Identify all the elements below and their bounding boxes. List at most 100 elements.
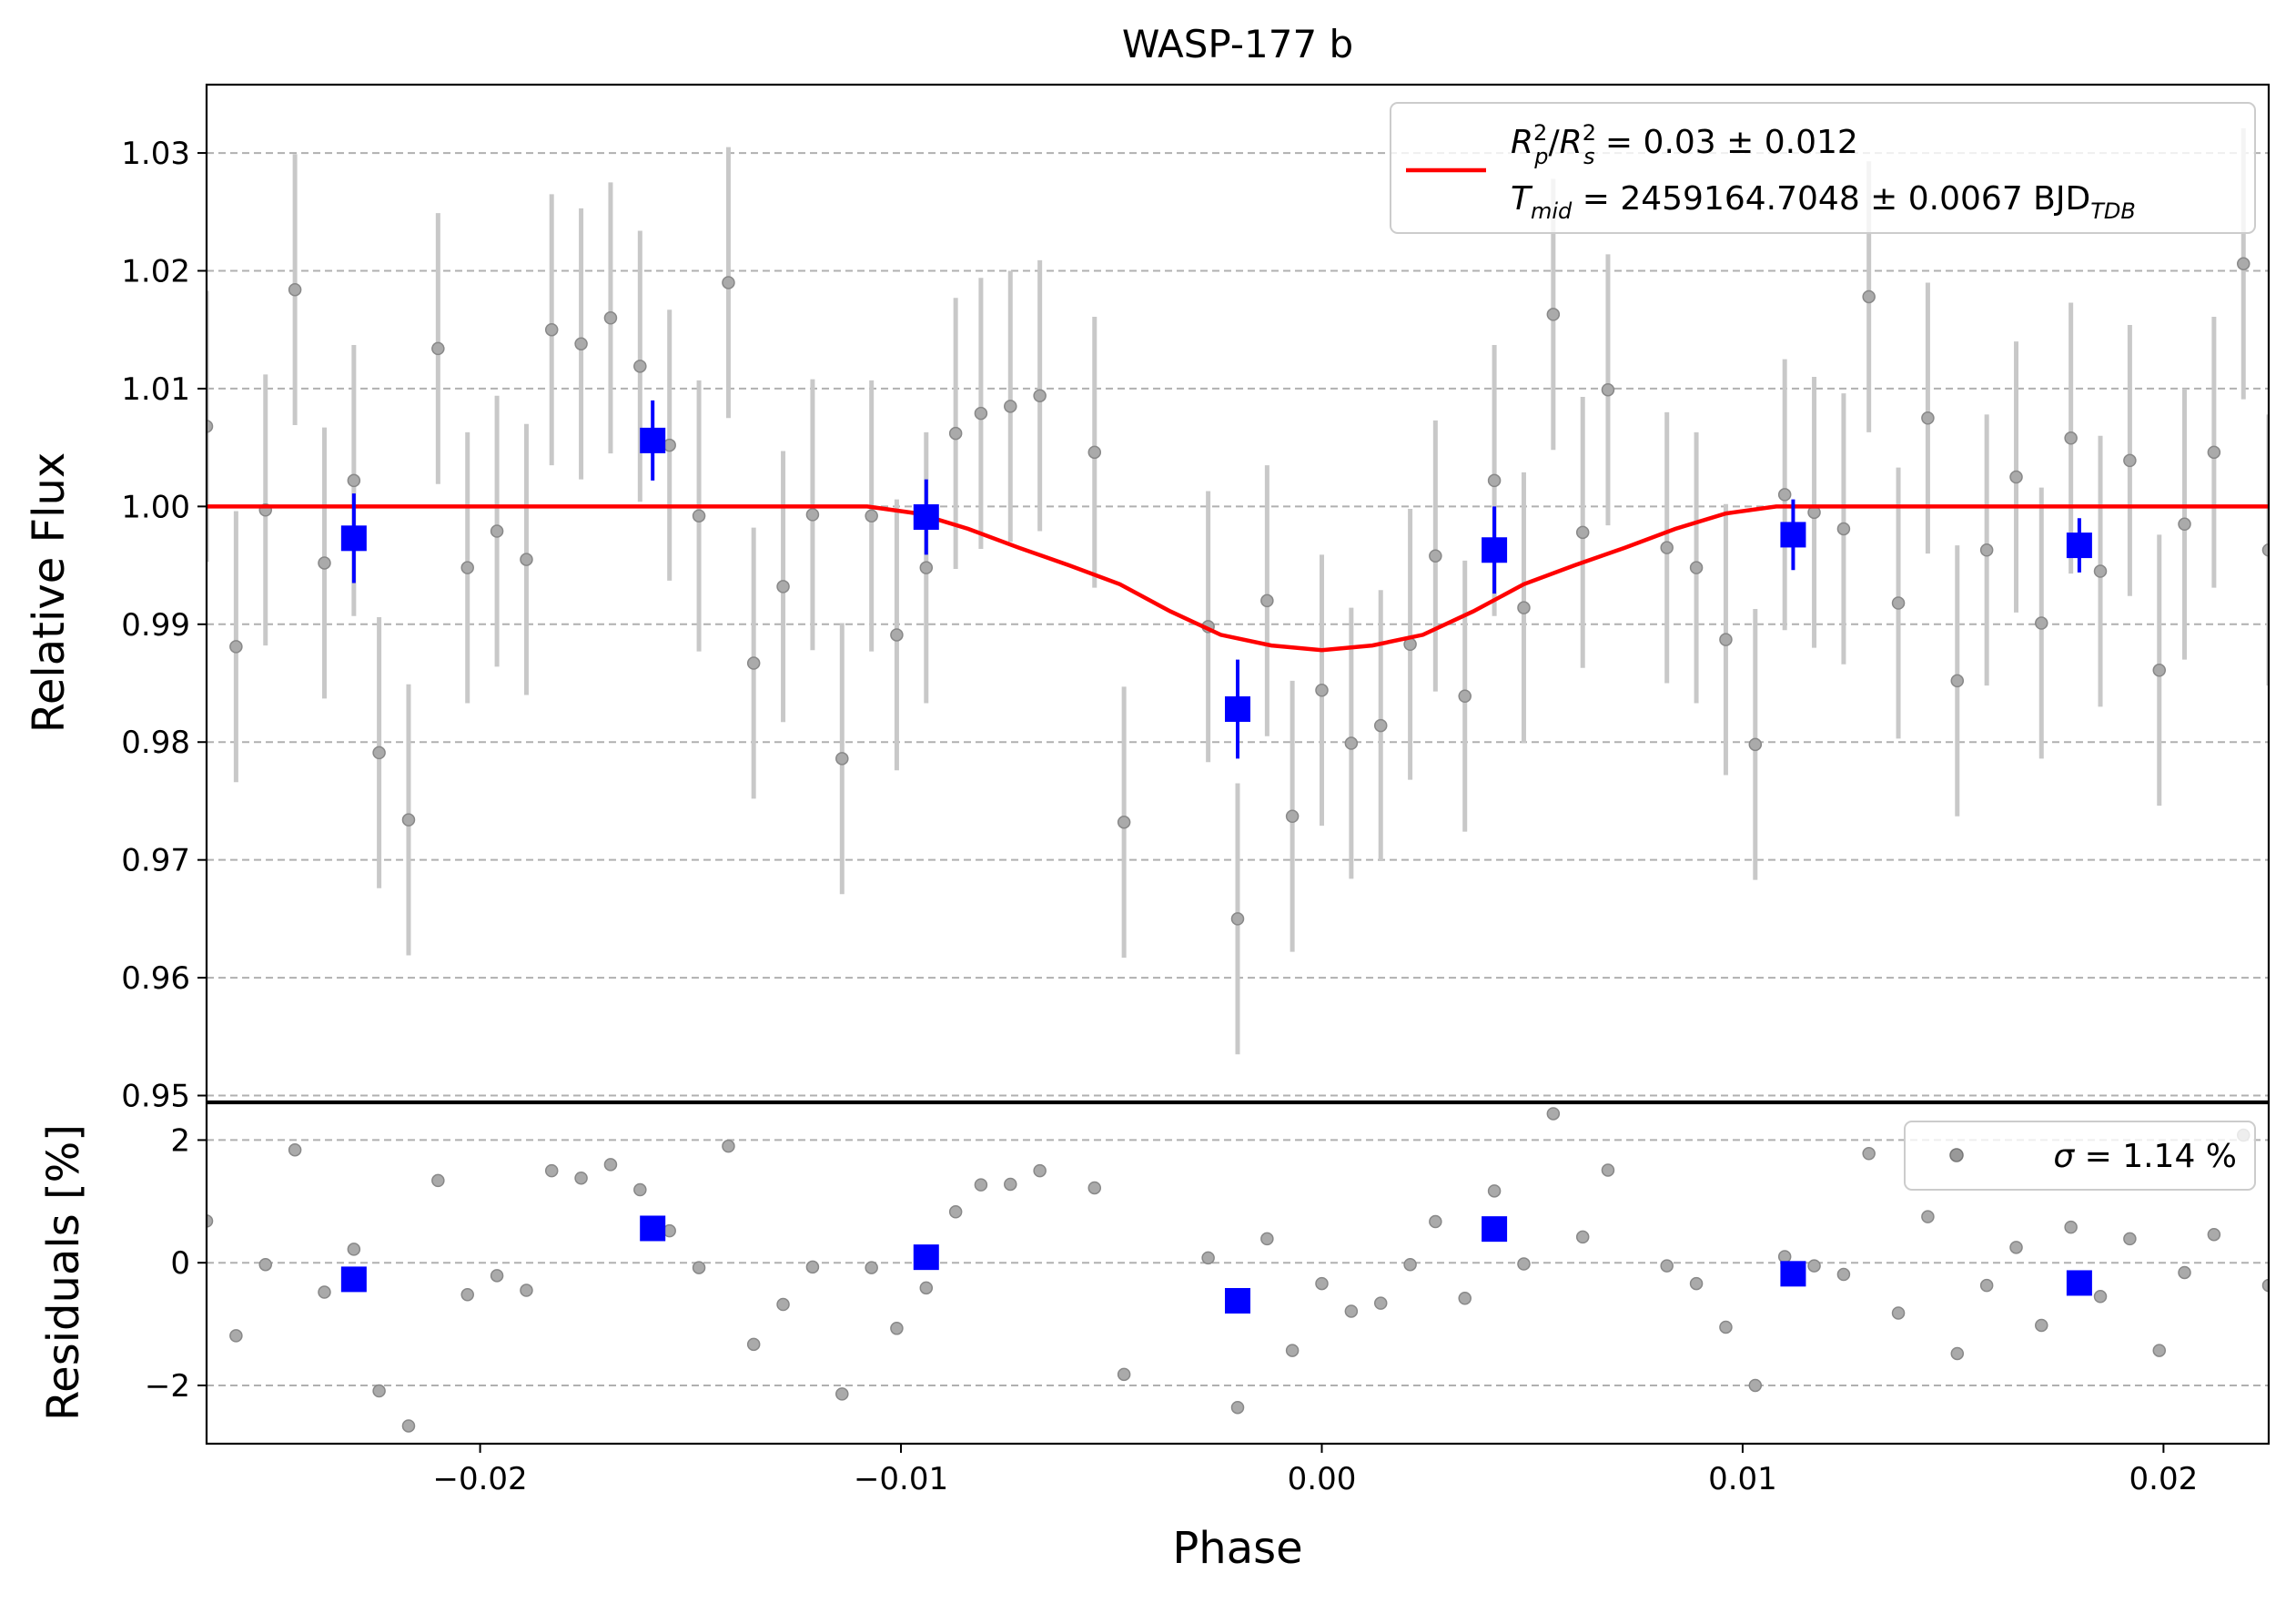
- flux-y-ticks: 0.95 0.96 0.97 0.98 0.99 1.00 1.01 1.02 1.03: [121, 136, 207, 1115]
- residuals-y-tick-label: 2: [170, 1122, 190, 1159]
- flux-data-point: [2207, 445, 2221, 460]
- residual-point: [229, 1329, 243, 1343]
- legend-unit-sub: TDB: [2090, 198, 2136, 224]
- flux-data-point: [1660, 541, 1674, 554]
- legend-tmid: Tmid = 2459164.7048 ± 0.0067 BJDTDB: [1511, 180, 2136, 224]
- residual-point: [633, 1182, 647, 1197]
- chart-title: WASP-177 b: [1122, 22, 1353, 66]
- flux-data-point: [2064, 431, 2078, 445]
- residual-point: [1891, 1306, 1906, 1320]
- residual-point: [890, 1322, 904, 1335]
- residuals-y-tick-label: −2: [145, 1368, 190, 1405]
- flux-data-point: [1862, 289, 1876, 304]
- residual-point: [1748, 1378, 1763, 1393]
- flux-data-point: [1315, 684, 1329, 697]
- legend-residual-marker: [1949, 1148, 1964, 1162]
- flux-data-point: [372, 746, 386, 760]
- flux-data-point: [2152, 664, 2167, 677]
- flux-data-point: [1719, 633, 1733, 646]
- residual-point: [746, 1337, 761, 1352]
- flux-data-point: [318, 556, 331, 570]
- residual-point: [1458, 1292, 1472, 1305]
- binned-residual-point: [1780, 1261, 1806, 1287]
- flux-data-point: [288, 282, 302, 297]
- flux-data-point: [229, 640, 243, 654]
- legend-rp-sup: 2: [1533, 120, 1547, 146]
- x-tick-label: −0.01: [854, 1461, 948, 1497]
- flux-data-point: [1373, 718, 1388, 733]
- flux-data-point: [1748, 737, 1763, 752]
- flux-data-point: [2178, 517, 2191, 532]
- residuals-legend-box: [1904, 1121, 2256, 1191]
- legend-radius-ratio: R2 p/R2 s = 0.03 ± 0.012: [1511, 120, 1858, 169]
- residual-point: [603, 1158, 618, 1172]
- flux-legend: R2 p/R2 s = 0.03 ± 0.012 Tmid = 2459164.70…: [1390, 102, 2256, 234]
- flux-axes-frame: [205, 83, 2271, 1103]
- flux-data-point: [520, 553, 533, 566]
- residual-point: [1862, 1147, 1876, 1161]
- residual-point: [1315, 1276, 1329, 1291]
- flux-data-point: [1921, 411, 1935, 425]
- flux-data-point: [805, 508, 820, 522]
- flux-data-point: [347, 473, 361, 488]
- residuals-legend: σ = 1.14 %: [1904, 1121, 2256, 1191]
- flux-y-tick-label: 1.02: [121, 254, 190, 290]
- residual-point: [1344, 1304, 1359, 1318]
- flux-data-point: [746, 656, 761, 670]
- flux-y-tick-label: 1.01: [121, 371, 190, 408]
- x-tick-label: 0.01: [1708, 1461, 1777, 1497]
- residual-point: [1719, 1320, 1733, 1334]
- flux-data-point: [431, 341, 445, 356]
- flux-data-point: [460, 561, 474, 574]
- residual-point: [2035, 1318, 2048, 1333]
- flux-data-point: [2035, 616, 2048, 630]
- residual-point: [574, 1171, 588, 1185]
- x-tick-label: 0.00: [1288, 1461, 1357, 1497]
- residual-point: [544, 1163, 559, 1178]
- flux-data-point: [603, 311, 618, 325]
- flux-y-tick-label: 0.99: [121, 607, 190, 644]
- residual-point: [1033, 1163, 1047, 1178]
- flux-data-point: [692, 509, 706, 522]
- flux-y-tick-label: 0.98: [121, 725, 190, 761]
- flux-y-label: Relative Flux: [24, 452, 75, 734]
- flux-data-point: [1004, 400, 1017, 413]
- flux-y-tick-label: 1.03: [121, 136, 190, 172]
- residual-point: [2064, 1220, 2078, 1234]
- residuals-x-ticks: −0.02 −0.01 0.00 0.01 0.02: [432, 1444, 2198, 1497]
- legend-t-sub: mid: [1531, 198, 1573, 224]
- residual-point: [490, 1269, 504, 1283]
- residual-point: [1429, 1214, 1442, 1229]
- residual-point: [318, 1285, 331, 1299]
- residual-point: [2178, 1265, 2191, 1280]
- flux-binned-points: [340, 400, 2092, 759]
- flux-data-point: [1836, 522, 1851, 536]
- residual-point: [1546, 1107, 1561, 1121]
- x-tick-label: 0.02: [2129, 1461, 2199, 1497]
- residual-point: [1403, 1257, 1417, 1272]
- residual-point: [805, 1260, 820, 1274]
- residual-point: [2009, 1241, 2023, 1254]
- legend-sigma-symbol: σ: [2053, 1138, 2075, 1175]
- flux-data-point: [2261, 543, 2269, 557]
- residuals-binned-points: [340, 1215, 2092, 1314]
- flux-data-point: [1601, 382, 1615, 397]
- residual-point: [520, 1283, 533, 1297]
- legend-rp-sub: p: [1533, 144, 1548, 169]
- residual-point: [288, 1142, 302, 1157]
- residuals-y-label: Residuals [%]: [38, 1124, 89, 1421]
- residual-point: [692, 1261, 706, 1274]
- binned-residual-point: [1482, 1216, 1508, 1243]
- binned-residual-point: [1225, 1287, 1250, 1314]
- flux-data-point: [948, 426, 963, 441]
- legend-sigma: σ = 1.14 %: [2053, 1138, 2237, 1175]
- flux-data-point: [1458, 689, 1472, 704]
- residual-point: [919, 1281, 934, 1295]
- legend-slash: /: [1549, 124, 1561, 161]
- residual-point: [1836, 1267, 1851, 1282]
- flux-data-point: [1689, 561, 1704, 574]
- flux-y-tick-label: 0.97: [121, 843, 190, 879]
- flux-data-point: [1285, 809, 1300, 824]
- binned-residual-point: [2066, 1270, 2092, 1296]
- residual-point: [1260, 1232, 1274, 1246]
